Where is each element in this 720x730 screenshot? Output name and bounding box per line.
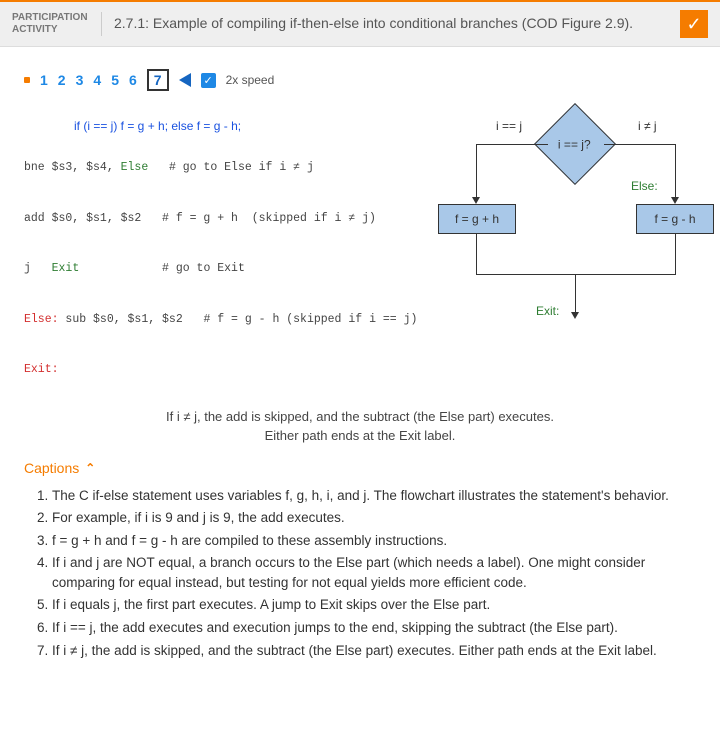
pager-start-dot (24, 77, 30, 83)
flow-box-right: f = g - h (636, 204, 714, 234)
caption-item: If i ≠ j, the add is skipped, and the su… (52, 641, 696, 661)
step-pager: 1 2 3 4 5 6 7 ✓ 2x speed (24, 69, 696, 91)
captions-list: The C if-else statement uses variables f… (24, 486, 696, 661)
asm-exit-label: Exit: (24, 363, 59, 376)
code-column: if (i == j) f = g + h; else f = g - h; b… (24, 109, 422, 383)
pager-step-6[interactable]: 6 (129, 72, 137, 88)
flow-line (476, 234, 477, 274)
caption-item: The C if-else statement uses variables f… (52, 486, 696, 506)
animation-body: if (i == j) f = g + h; else f = g - h; b… (24, 109, 696, 383)
step-explanation: If i ≠ j, the add is skipped, and the su… (24, 407, 696, 446)
play-back-icon[interactable] (179, 73, 191, 87)
flow-true-label: i == j (496, 119, 522, 133)
explain-line2: Either path ends at the Exit label. (265, 428, 456, 443)
pager-step-7[interactable]: 7 (147, 69, 169, 91)
asm-l1a: bne $s3, $s4, (24, 161, 121, 174)
flow-line (476, 144, 477, 199)
flow-else-label: Else: (631, 179, 658, 193)
flow-exit-label: Exit: (536, 304, 559, 318)
caption-item: If i == j, the add executes and executio… (52, 618, 696, 638)
asm-l1c: # go to Else if i ≠ j (148, 161, 314, 174)
asm-l3-label: Exit (52, 262, 80, 275)
chevron-up-icon: ⌃ (85, 461, 95, 475)
arrow-down-icon (571, 312, 579, 319)
flow-box-right-text: f = g - h (654, 212, 695, 226)
asm-l3c: # go to Exit (79, 262, 245, 275)
flow-line (604, 144, 676, 145)
flow-line (575, 274, 576, 314)
assembly-code: bne $s3, $s4, Else # go to Else if i ≠ j… (24, 155, 422, 383)
asm-l4b: sub $s0, $s1, $s2 # f = g - h (skipped i… (59, 313, 418, 326)
flow-decision-text: i == j? (546, 116, 602, 174)
speed-label: 2x speed (226, 73, 275, 87)
flowchart: i == j? i == j i ≠ j f = g + h Else: f =… (436, 109, 696, 359)
caption-item: If i and j are NOT equal, a branch occur… (52, 553, 696, 592)
flow-box-left: f = g + h (438, 204, 516, 234)
pager-step-2[interactable]: 2 (58, 72, 66, 88)
flow-line (476, 144, 548, 145)
pager-step-4[interactable]: 4 (93, 72, 101, 88)
completion-check-icon: ✓ (680, 10, 708, 38)
captions-label: Captions (24, 460, 79, 476)
speed-checkbox[interactable]: ✓ (201, 73, 216, 88)
asm-l1-label: Else (121, 161, 149, 174)
arrow-down-icon (472, 197, 480, 204)
pager-step-3[interactable]: 3 (76, 72, 84, 88)
activity-content: 1 2 3 4 5 6 7 ✓ 2x speed if (i == j) f =… (0, 47, 720, 677)
caption-item: If i equals j, the first part executes. … (52, 595, 696, 615)
flow-box-left-text: f = g + h (455, 212, 499, 226)
asm-l2: add $s0, $s1, $s2 # f = g + h (skipped i… (24, 212, 376, 225)
caption-item: For example, if i is 9 and j is 9, the a… (52, 508, 696, 528)
explain-line1: If i ≠ j, the add is skipped, and the su… (166, 409, 554, 424)
pager-step-5[interactable]: 5 (111, 72, 119, 88)
activity-type-label: PARTICIPATION ACTIVITY (12, 12, 102, 36)
flow-line (476, 274, 676, 275)
pager-step-1[interactable]: 1 (40, 72, 48, 88)
c-source-line: if (i == j) f = g + h; else f = g - h; (74, 119, 422, 133)
activity-title: 2.7.1: Example of compiling if-then-else… (102, 14, 680, 34)
flow-line (675, 234, 676, 274)
captions-toggle[interactable]: Captions ⌃ (24, 460, 696, 476)
caption-item: f = g + h and f = g - h are compiled to … (52, 531, 696, 551)
arrow-down-icon (671, 197, 679, 204)
flow-false-label: i ≠ j (638, 119, 657, 133)
activity-header: PARTICIPATION ACTIVITY 2.7.1: Example of… (0, 0, 720, 47)
asm-else-label: Else: (24, 313, 59, 326)
asm-l3a: j (24, 262, 52, 275)
flow-line (675, 144, 676, 199)
